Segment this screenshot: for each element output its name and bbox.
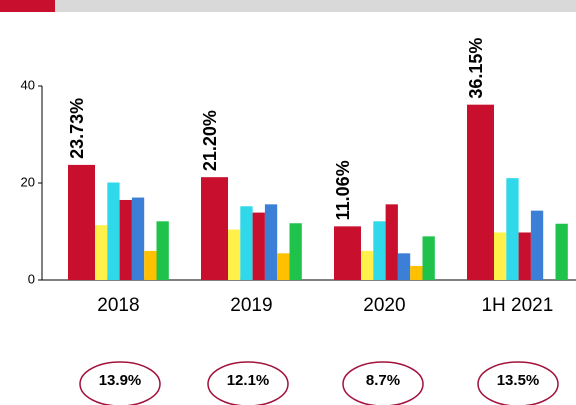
x-tick-label: 2019 — [230, 295, 272, 316]
annotation-oval — [477, 361, 559, 405]
annotation-oval — [207, 361, 289, 405]
value-label: 11.06% — [333, 160, 353, 220]
header-bar — [0, 0, 576, 12]
annotation: 8.7% — [366, 372, 400, 389]
bar — [252, 212, 265, 280]
value-label: 36.15% — [466, 38, 486, 99]
bar — [68, 164, 95, 280]
bar — [144, 250, 157, 280]
bar — [264, 204, 278, 280]
x-tick-label: 2020 — [363, 295, 405, 316]
y-tick-label: 40 — [21, 77, 35, 92]
x-tick-label: 1H 2021 — [481, 295, 553, 316]
bar — [422, 236, 435, 280]
y-tick-label: 0 — [28, 271, 35, 286]
bar — [530, 210, 544, 280]
x-tick-label: 2018 — [97, 295, 139, 316]
bar — [467, 104, 494, 280]
bar — [289, 223, 302, 280]
header-accent — [0, 0, 55, 12]
bar — [156, 221, 169, 280]
bar — [277, 253, 290, 280]
annotation-oval — [79, 361, 161, 405]
bar — [131, 197, 145, 280]
bar — [201, 177, 228, 280]
annotation: 13.9% — [99, 372, 142, 389]
bar — [228, 229, 241, 280]
bar — [373, 221, 386, 280]
bar — [410, 265, 423, 280]
bar — [334, 226, 361, 280]
value-label: 21.20% — [200, 110, 220, 171]
bar — [397, 253, 411, 280]
bar — [494, 232, 507, 280]
y-tick-label: 20 — [21, 174, 35, 189]
bar — [555, 223, 568, 280]
annotation-oval — [342, 361, 424, 405]
bar — [385, 204, 398, 280]
bar — [361, 250, 374, 280]
value-label: 23.73% — [67, 98, 87, 159]
annotation: 13.5% — [497, 372, 540, 389]
bar — [506, 178, 519, 280]
bar — [119, 199, 132, 280]
annotation: 12.1% — [227, 372, 270, 389]
bar — [240, 206, 253, 280]
bar — [95, 225, 108, 280]
bar — [107, 182, 120, 280]
bar — [518, 232, 531, 280]
